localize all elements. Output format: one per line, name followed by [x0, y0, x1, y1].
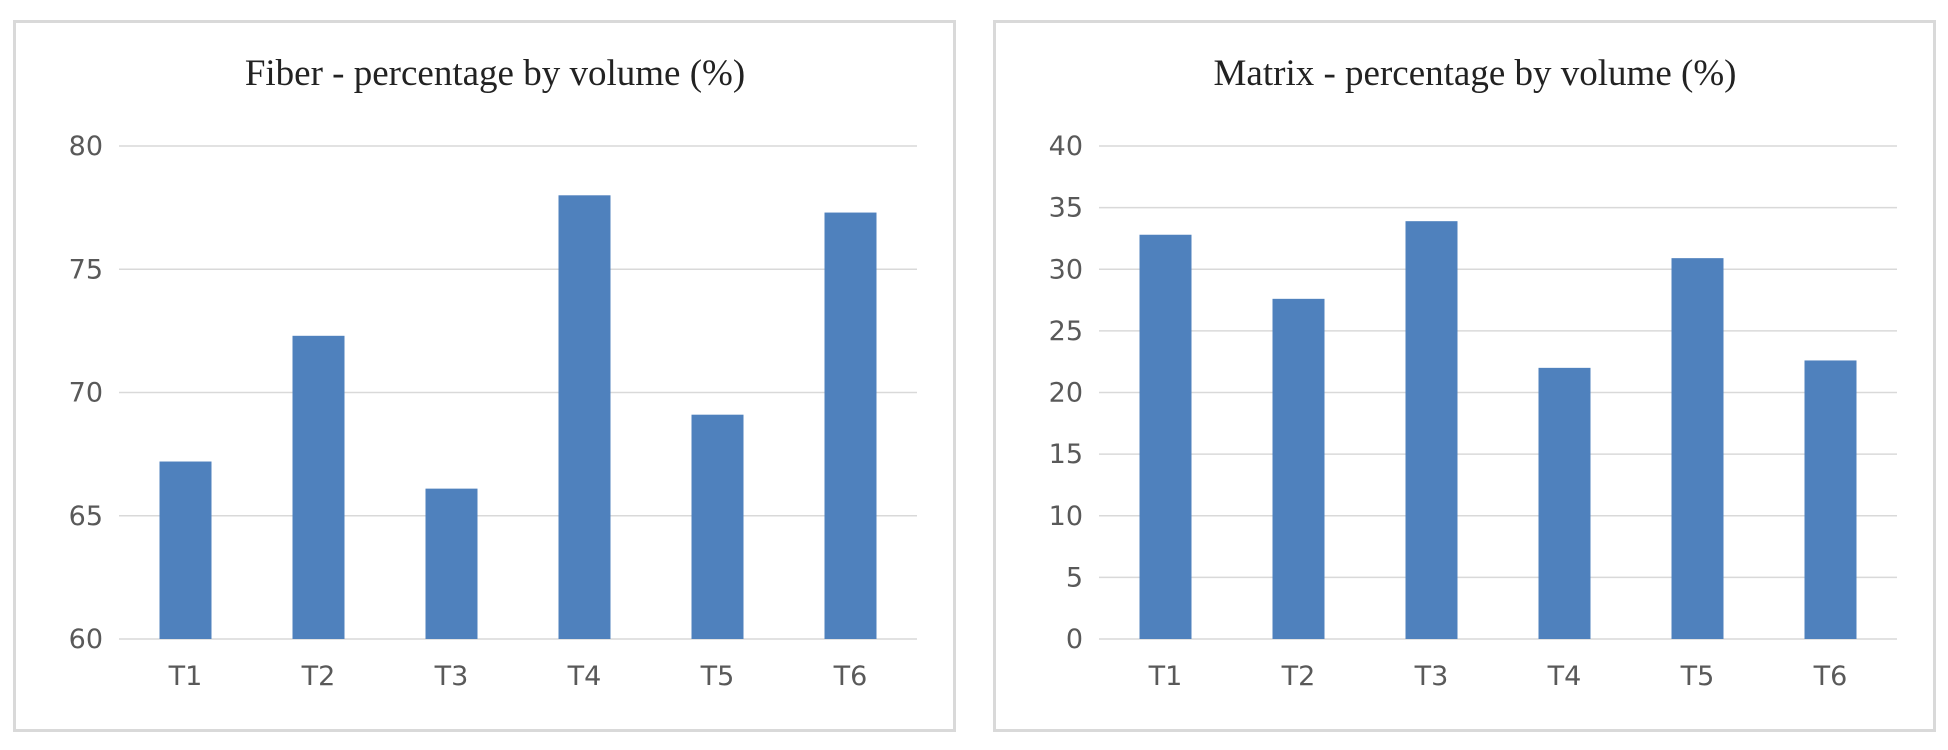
matrix-bars [1139, 221, 1857, 640]
matrix-chart-svg: Matrix - percentage by volume (%) 0 5 10 15… [1049, 53, 1897, 692]
fiber-y-tick-label: 60 [69, 624, 103, 655]
fiber-y-tick-label: 75 [69, 254, 103, 285]
matrix-x-tick-label: T5 [1680, 661, 1715, 692]
matrix-y-tick-label: 5 [1066, 562, 1083, 593]
fiber-chart-svg: Fiber - percentage by volume (%) 60 65 70 7… [69, 53, 917, 692]
fiber-y-tick-label: 70 [69, 378, 103, 409]
fiber-bar-t5 [691, 414, 744, 639]
fiber-chart-title: Fiber - percentage by volume (%) [245, 53, 745, 94]
matrix-bar-t4 [1538, 367, 1591, 639]
fiber-x-tick-label: T5 [700, 661, 735, 692]
matrix-bar-t3 [1405, 221, 1458, 639]
matrix-x-tick-label: T2 [1281, 661, 1316, 692]
matrix-y-tick-label: 40 [1049, 131, 1083, 162]
fiber-x-axis-labels: T1 T2 T3 T4 T5 T6 [168, 661, 868, 692]
matrix-x-tick-label: T6 [1813, 661, 1848, 692]
matrix-y-tick-label: 10 [1049, 501, 1083, 532]
matrix-bar-t5 [1671, 258, 1724, 639]
matrix-x-tick-label: T1 [1148, 661, 1183, 692]
matrix-x-tick-label: T4 [1547, 661, 1582, 692]
fiber-x-tick-label: T4 [567, 661, 602, 692]
matrix-bar-t6 [1804, 360, 1857, 639]
fiber-x-tick-label: T3 [434, 661, 469, 692]
fiber-y-axis-labels: 60 65 70 75 80 [69, 131, 103, 655]
fiber-bars [159, 195, 877, 640]
matrix-y-tick-label: 35 [1049, 193, 1083, 224]
matrix-y-tick-label: 20 [1049, 378, 1083, 409]
fiber-bar-t4 [558, 195, 611, 640]
fiber-bar-t6 [824, 212, 877, 639]
fiber-bar-t3 [425, 488, 478, 639]
matrix-bar-t2 [1272, 298, 1325, 639]
matrix-chart-title: Matrix - percentage by volume (%) [1214, 53, 1737, 94]
fiber-x-tick-label: T2 [301, 661, 336, 692]
fiber-x-tick-label: T1 [168, 661, 203, 692]
matrix-x-axis-labels: T1 T2 T3 T4 T5 T6 [1148, 661, 1848, 692]
fiber-chart-panel: Fiber - percentage by volume (%) 60 65 70 7… [13, 20, 956, 732]
matrix-gridlines [1099, 145, 1897, 640]
matrix-y-axis-labels: 0 5 10 15 20 25 30 35 40 [1049, 131, 1083, 655]
matrix-y-tick-label: 30 [1049, 254, 1083, 285]
matrix-x-tick-label: T3 [1414, 661, 1449, 692]
matrix-chart-panel: Matrix - percentage by volume (%) 0 5 10 15… [993, 20, 1936, 732]
matrix-y-tick-label: 0 [1066, 624, 1083, 655]
fiber-bar-t1 [159, 461, 212, 639]
fiber-bar-t2 [292, 335, 345, 639]
fiber-x-tick-label: T6 [833, 661, 868, 692]
matrix-bar-t1 [1139, 234, 1192, 640]
matrix-y-tick-label: 25 [1049, 316, 1083, 347]
fiber-gridlines [119, 145, 917, 640]
matrix-y-tick-label: 15 [1049, 439, 1083, 470]
fiber-y-tick-label: 65 [69, 501, 103, 532]
fiber-y-tick-label: 80 [69, 131, 103, 162]
